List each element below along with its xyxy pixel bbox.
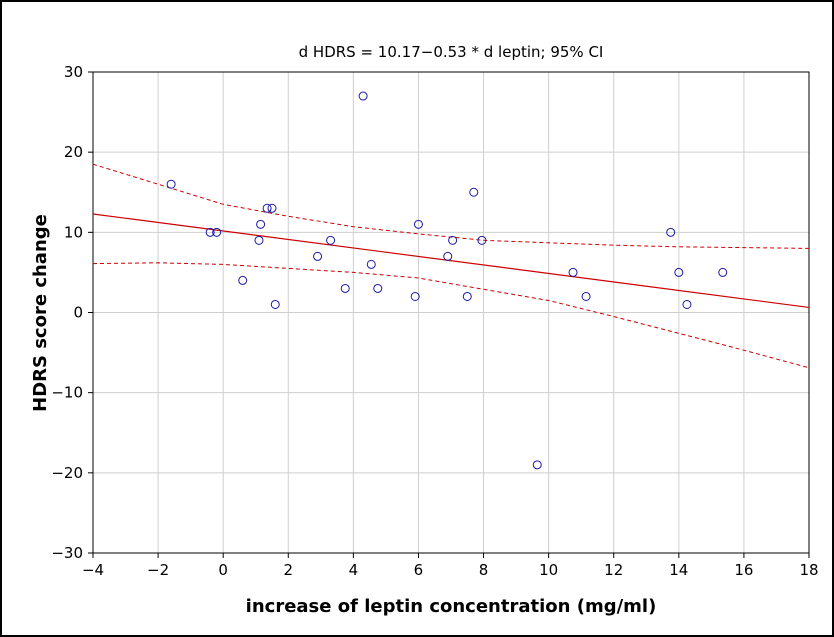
- x-axis-title: increase of leptin concentration (mg/ml): [246, 596, 657, 617]
- data-point: [238, 275, 248, 285]
- data-point: [477, 235, 487, 245]
- ci-upper-line: [92, 163, 810, 249]
- data-point: [448, 235, 458, 245]
- data-point: [373, 283, 383, 293]
- data-point: [462, 291, 472, 301]
- data-point: [413, 219, 423, 229]
- data-point: [366, 259, 376, 269]
- y-tick-label: −30: [51, 544, 83, 562]
- data-point: [270, 299, 280, 309]
- confidence-bands: [92, 163, 810, 369]
- chart-title: d HDRS = 10.17−0.53 * d leptin; 95% CI: [299, 43, 604, 61]
- data-point: [410, 291, 420, 301]
- data-point: [166, 179, 176, 189]
- data-point: [267, 203, 277, 213]
- data-point: [581, 291, 591, 301]
- y-tick-label: 20: [64, 143, 83, 161]
- data-point: [674, 267, 684, 277]
- data-point: [532, 460, 542, 470]
- x-tick-label: 4: [349, 561, 359, 579]
- data-point: [262, 203, 272, 213]
- x-tick-label: 6: [414, 561, 424, 579]
- y-tick-labels: −30 −20 −10 0 10 20 30: [51, 63, 83, 562]
- y-tick-label: −20: [51, 464, 83, 482]
- y-axis-title: HDRS score change: [30, 214, 51, 412]
- data-point: [205, 227, 215, 237]
- x-tick-label: −4: [82, 561, 104, 579]
- y-tick-label: 10: [64, 223, 83, 241]
- ci-lower-line: [92, 262, 810, 369]
- data-point: [666, 227, 676, 237]
- fit-line: [92, 213, 810, 309]
- data-point: [358, 91, 368, 101]
- y-tick-label: 0: [73, 304, 83, 322]
- data-point: [313, 251, 323, 261]
- regression-line: [92, 213, 810, 309]
- data-point: [682, 299, 692, 309]
- x-tick-label: 18: [799, 561, 818, 579]
- x-tick-label: 0: [218, 561, 228, 579]
- x-tick-label: 12: [604, 561, 623, 579]
- x-tick-label: 2: [283, 561, 293, 579]
- data-point: [469, 187, 479, 197]
- y-tick-label: 30: [64, 63, 83, 81]
- data-point: [568, 267, 578, 277]
- x-tick-labels: −4 −2 0 2 4 6 8 10 12 14 16 18: [82, 561, 819, 579]
- data-point: [326, 235, 336, 245]
- x-tick-label: 16: [734, 561, 753, 579]
- data-point: [718, 267, 728, 277]
- x-tick-label: 14: [669, 561, 688, 579]
- data-point: [254, 235, 264, 245]
- plot-area-border: [92, 71, 810, 554]
- data-points: [166, 91, 728, 470]
- y-tick-label: −10: [51, 384, 83, 402]
- x-tick-label: 8: [479, 561, 489, 579]
- grid-lines: [88, 71, 810, 558]
- x-tick-label: 10: [539, 561, 558, 579]
- data-point: [212, 227, 222, 237]
- data-point: [256, 219, 266, 229]
- data-point: [443, 251, 453, 261]
- data-point: [340, 283, 350, 293]
- x-tick-label: −2: [147, 561, 169, 579]
